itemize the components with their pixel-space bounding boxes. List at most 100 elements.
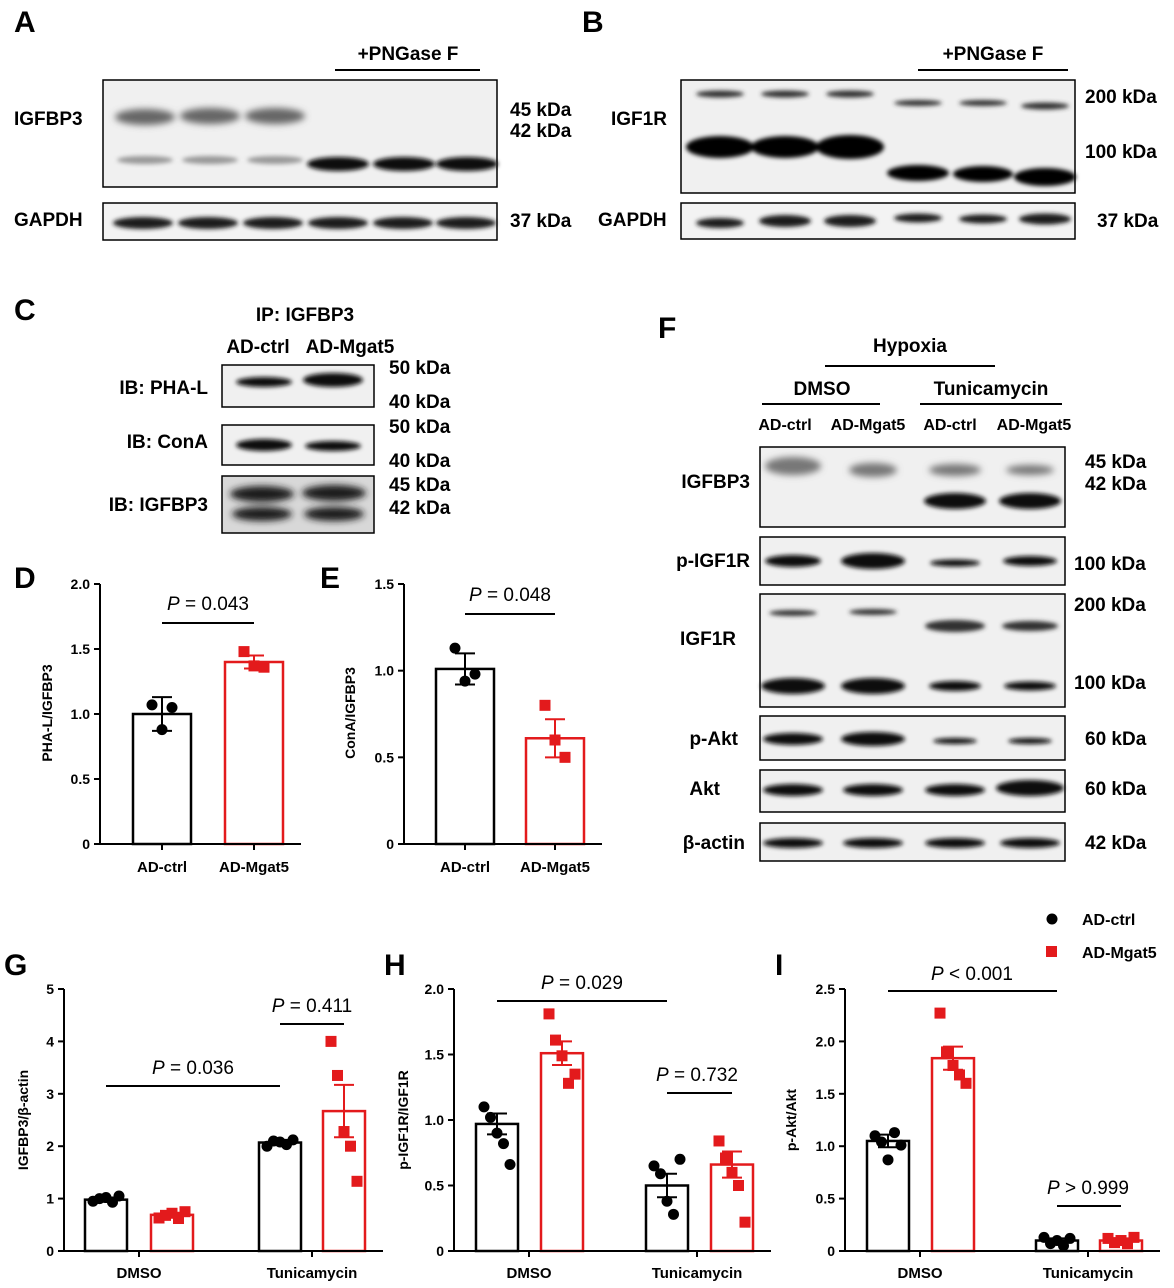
data-point	[733, 1180, 744, 1191]
data-point	[248, 660, 260, 672]
p-value-label: P = 0.411	[272, 996, 352, 1017]
row-label-p-akt: p-Akt	[689, 729, 738, 750]
data-point	[153, 1212, 165, 1224]
data-point	[661, 1195, 673, 1207]
y-tick-label: 1.5	[71, 641, 91, 657]
p-value-text: > 0.999	[1060, 1178, 1129, 1199]
y-tick-label: 2	[46, 1138, 54, 1154]
row-label-akt: Akt	[689, 779, 720, 800]
y-axis-label: ConA/IGFBP3	[342, 667, 358, 759]
legend-label: AD-ctrl	[1082, 912, 1135, 929]
data-point	[1109, 1237, 1120, 1249]
bands-p-akt	[763, 732, 1052, 746]
data-point	[491, 1127, 503, 1139]
data-point	[146, 699, 158, 711]
data-point	[569, 1068, 581, 1080]
x-tick-label: DMSO	[117, 1265, 162, 1282]
group-label: AD-Mgat5	[997, 417, 1072, 434]
data-point	[504, 1159, 516, 1171]
y-tick-label: 0.5	[375, 749, 395, 765]
y-tick-label: 0	[386, 836, 394, 852]
bands-beta-actin	[763, 838, 1060, 848]
kda-label: 45 kDa	[1085, 452, 1147, 473]
y-tick-label: 3	[46, 1086, 54, 1102]
row-label-igfbp3: IGFBP3	[14, 109, 83, 130]
bands-igf1r-100	[761, 678, 1056, 694]
data-point	[563, 1077, 574, 1089]
treatment-label: +PNGase F	[943, 44, 1044, 65]
bands-igfbp3-deglyco	[924, 493, 1061, 509]
data-point	[1115, 1235, 1127, 1247]
row-label-gapdh: GAPDH	[598, 210, 667, 231]
x-tick-label: DMSO	[898, 1265, 943, 1282]
bands-cona	[236, 439, 361, 451]
group-label: AD-ctrl	[923, 417, 976, 434]
treatment-label: Tunicamycin	[934, 379, 1049, 400]
kda-label: 42 kDa	[389, 498, 451, 519]
kda-label: 60 kDa	[1085, 729, 1147, 750]
x-tick-label: Tunicamycin	[1043, 1265, 1134, 1282]
p-symbol: P	[469, 585, 482, 606]
chart-g: G 0 1 2 3 4 5 IGFBP3/β-actin DMSO Tunicamycin P =…	[4, 949, 383, 1282]
p-value-label: P = 0.048	[469, 585, 551, 606]
y-tick-label: 0.5	[425, 1178, 445, 1194]
bar	[474, 1122, 520, 1253]
data-point	[655, 1168, 666, 1180]
chart-e: E 0 0.5 1.0 1.5 ConA/IGFBP3 AD-ctrl AD-Mgat5 P …	[320, 562, 602, 876]
bands-igfbp3-glyco	[765, 457, 1054, 477]
legend-marker-ad-mgat5	[1046, 946, 1057, 957]
y-tick-label: 1.0	[425, 1112, 445, 1128]
p-value-label: P < 0.001	[931, 964, 1013, 985]
y-axis-label: p-IGF1R/IGF1R	[395, 1070, 411, 1170]
data-point	[934, 1007, 946, 1019]
panel-letter-a: A	[14, 6, 36, 39]
kda-label: 50 kDa	[389, 358, 451, 379]
y-tick-label: 2.0	[71, 576, 91, 592]
bands-faint	[117, 156, 303, 164]
panel-b: B +PNGase F IGF1R GAPDH 200 kDa 100 kDa …	[582, 6, 1159, 240]
data-point	[556, 1050, 568, 1062]
x-tick-label: DMSO	[507, 1265, 552, 1282]
panel-letter-c: C	[14, 294, 36, 327]
p-value-text: = 0.043	[180, 594, 249, 615]
data-point	[1058, 1240, 1069, 1252]
panel-letter-b: B	[582, 6, 604, 39]
kda-label: 50 kDa	[389, 417, 451, 438]
data-point	[668, 1208, 679, 1220]
data-point	[345, 1140, 356, 1152]
data-point	[166, 702, 178, 713]
row-label-pha-l: IB: PHA-L	[119, 378, 208, 399]
kda-label: 45 kDa	[510, 100, 572, 121]
data-point	[498, 1138, 509, 1150]
y-tick-label: 0	[436, 1243, 444, 1259]
data-point	[1064, 1232, 1076, 1244]
x-tick-label: AD-ctrl	[137, 859, 187, 876]
p-value-label: P = 0.029	[541, 973, 623, 994]
blot-gapdh	[680, 202, 1076, 240]
row-label-igfbp3: IB: IGFBP3	[109, 495, 208, 516]
kda-label: 45 kDa	[389, 475, 451, 496]
data-point	[173, 1213, 184, 1225]
data-point	[325, 1035, 337, 1047]
x-tick-label: AD-Mgat5	[219, 859, 289, 876]
data-point	[258, 661, 270, 673]
group-label: AD-Mgat5	[831, 417, 906, 434]
p-symbol: P	[152, 1058, 165, 1079]
data-point	[449, 642, 461, 654]
bands-igfbp3	[230, 485, 366, 521]
p-value-label: P > 0.999	[1047, 1178, 1129, 1199]
bands-igf1r-200	[696, 90, 1069, 110]
bands-p-igf1r	[765, 553, 1057, 569]
y-tick-label: 1.5	[816, 1086, 836, 1102]
y-tick-label: 1.0	[71, 706, 91, 722]
row-label-cona: IB: ConA	[127, 432, 209, 453]
panel-letter-d: D	[14, 562, 36, 595]
y-tick-label: 0	[827, 1243, 835, 1259]
kda-label: 200 kDa	[1074, 595, 1146, 616]
data-point	[160, 1209, 171, 1221]
panel-a: A +PNGase F IGFBP3 GAPDH 45 kDa 42 kDa 3…	[14, 6, 572, 241]
data-point	[179, 1206, 191, 1218]
group-label: AD-ctrl	[758, 417, 811, 434]
kda-label: 42 kDa	[510, 121, 572, 142]
